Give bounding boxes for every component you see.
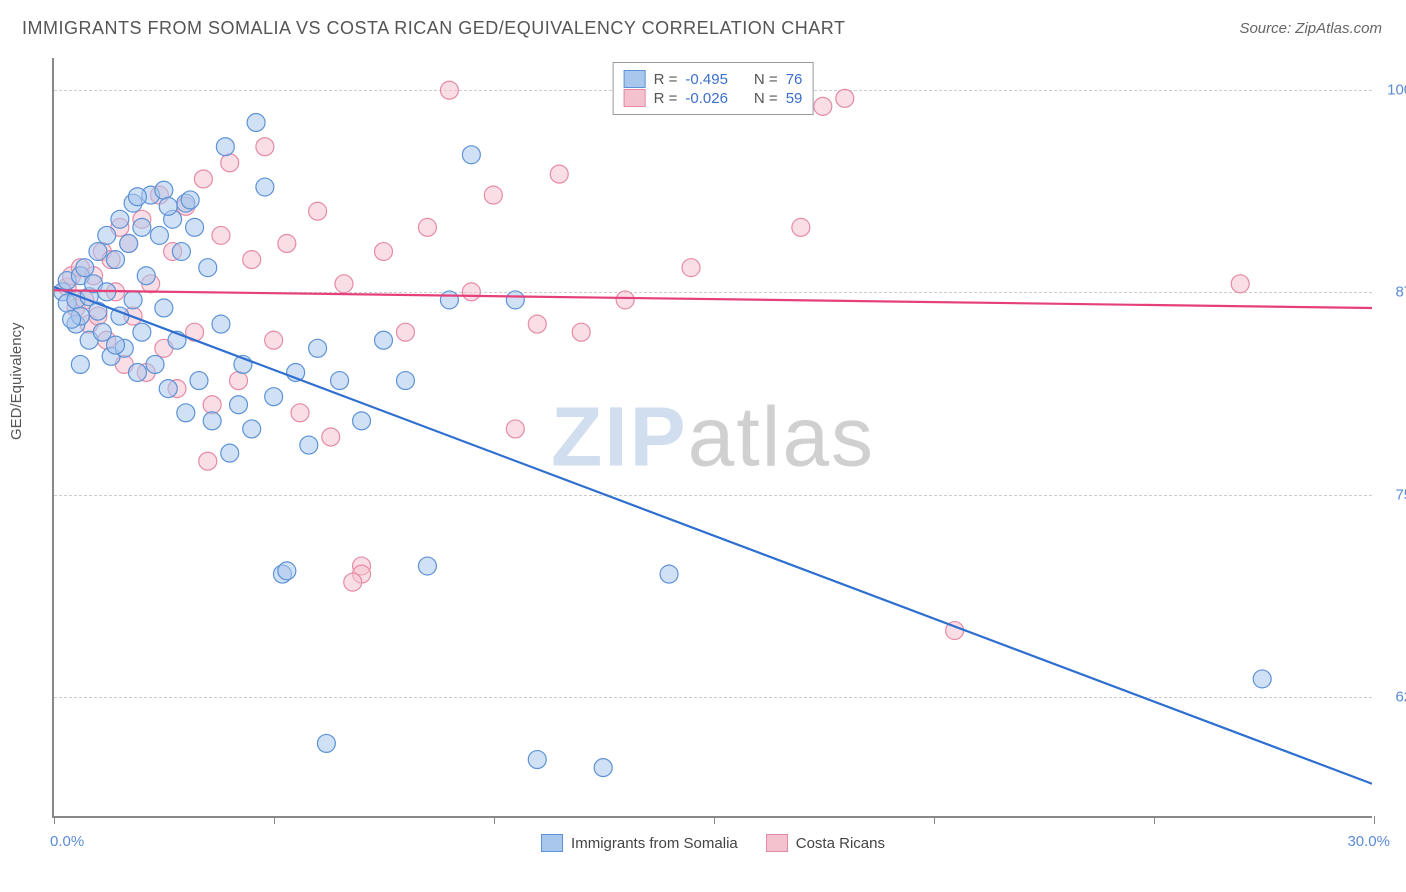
chart-title: IMMIGRANTS FROM SOMALIA VS COSTA RICAN G… xyxy=(22,18,845,39)
legend-row-2: R = -0.026 N = 59 xyxy=(624,89,803,107)
x-axis-max-label: 30.0% xyxy=(1347,833,1390,850)
r-value-1: -0.495 xyxy=(685,71,728,88)
legend-row-1: R = -0.495 N = 76 xyxy=(624,70,803,88)
n-label-2: N = xyxy=(754,90,778,107)
swatch-bottom-2 xyxy=(766,834,788,852)
n-value-2: 59 xyxy=(786,90,803,107)
n-label-1: N = xyxy=(754,71,778,88)
r-label-2: R = xyxy=(654,90,678,107)
legend-item-2: Costa Ricans xyxy=(766,834,885,852)
source-label: Source: ZipAtlas.com xyxy=(1239,20,1382,37)
legend-correlation-box: R = -0.495 N = 76 R = -0.026 N = 59 xyxy=(613,62,814,115)
swatch-bottom-1 xyxy=(541,834,563,852)
r-label-1: R = xyxy=(654,71,678,88)
r-value-2: -0.026 xyxy=(685,90,728,107)
n-value-1: 76 xyxy=(786,71,803,88)
swatch-series-2 xyxy=(624,89,646,107)
legend-bottom: Immigrants from Somalia Costa Ricans xyxy=(541,834,885,852)
y-axis-label: GED/Equivalency xyxy=(8,322,25,440)
swatch-series-1 xyxy=(624,70,646,88)
legend-label-2: Costa Ricans xyxy=(796,835,885,852)
plot-area: ZIPatlas 62.5%75.0%87.5%100.0% R = -0.49… xyxy=(52,58,1372,818)
legend-item-1: Immigrants from Somalia xyxy=(541,834,738,852)
legend-label-1: Immigrants from Somalia xyxy=(571,835,738,852)
x-axis-min-label: 0.0% xyxy=(50,833,84,850)
chart-svg xyxy=(54,58,1372,816)
